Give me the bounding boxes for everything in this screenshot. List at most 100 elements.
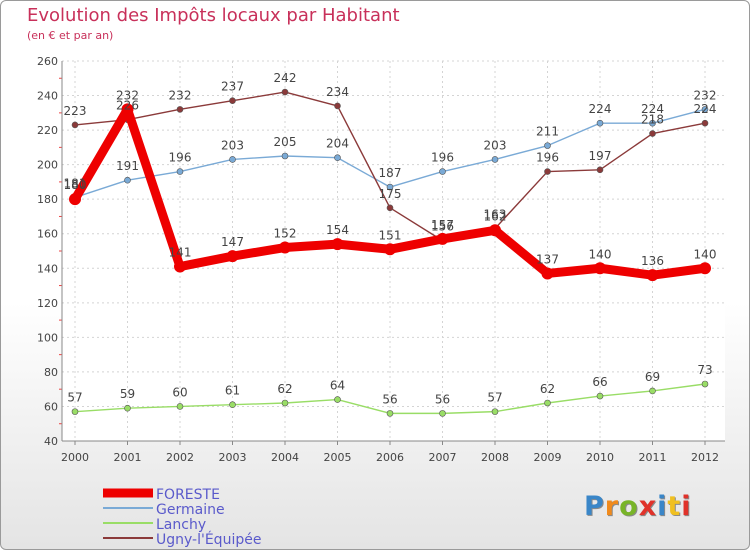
legend-label: Lanchy [156,517,206,533]
data-label: 224 [694,102,717,116]
data-point [279,241,291,254]
data-label: 175 [379,187,402,201]
y-tick-label: 160 [37,228,58,241]
data-label: 140 [589,247,612,261]
data-point [491,156,499,163]
data-label: 211 [536,125,559,139]
x-tick-label: 2010 [586,451,614,464]
data-point [541,267,554,280]
data-point [331,238,344,251]
data-point [439,168,446,175]
data-label: 73 [697,363,712,377]
data-point [69,193,81,206]
data-label: 66 [592,375,607,389]
data-point [71,408,79,415]
data-label: 61 [225,384,240,398]
data-label: 62 [277,382,292,396]
data-label: 140 [694,247,717,261]
y-tick-label: 60 [44,400,58,413]
x-tick-label: 2007 [429,451,457,464]
data-label: 232 [694,88,717,102]
data-label: 203 [221,138,244,152]
logo-letter: x [638,491,658,522]
data-point [121,103,134,116]
data-label: 56 [382,392,397,406]
x-tick-label: 2003 [219,451,247,464]
data-point [71,121,79,129]
data-label: 223 [64,104,87,118]
data-label: 56 [435,392,450,406]
logo-letter: o [619,491,639,522]
data-label: 137 [536,252,559,266]
data-label: 69 [645,370,660,384]
data-point [701,380,709,388]
data-point [226,250,239,263]
data-label: 151 [379,228,402,242]
data-point [649,130,656,137]
data-label: 60 [172,385,187,399]
data-point [646,269,659,282]
data-label: 180 [64,178,87,192]
chart-title: Evolution des Impôts locaux par Habitant [27,5,400,26]
data-point [176,106,184,113]
x-tick-label: 2011 [639,451,667,464]
x-tick-label: 2006 [376,451,404,464]
data-point [281,399,289,407]
logo-letter: t [667,491,682,522]
x-tick-label: 2001 [114,451,142,464]
data-point [596,392,604,400]
data-label: 163 [484,208,507,222]
logo-letter: i [681,491,692,522]
data-point [699,262,711,275]
data-label: 204 [326,137,349,151]
data-label: 196 [536,151,559,165]
y-tick-label: 140 [37,262,58,275]
y-tick-label: 200 [37,159,58,172]
data-label: 232 [169,88,192,102]
data-point [386,183,394,191]
data-point [384,243,396,256]
y-tick-label: 240 [37,90,58,103]
data-point [544,168,551,175]
data-point [176,168,184,175]
logo-letter: P [584,491,605,522]
data-point [386,410,394,417]
data-label: 157 [431,218,454,232]
data-label: 181 [64,176,87,190]
logo-letter: i [657,491,668,522]
data-label: 234 [326,85,349,99]
data-label: 218 [641,113,664,127]
data-label: 191 [116,159,139,173]
data-point [594,262,606,275]
y-tick-label: 220 [37,124,58,137]
data-point [701,106,709,113]
y-tick-label: 80 [44,366,58,379]
data-point [229,401,236,409]
x-tick-label: 2002 [166,451,194,464]
data-label: 232 [116,88,139,102]
x-tick-label: 2000 [61,451,89,464]
data-label: 152 [274,227,297,241]
data-label: 141 [169,246,192,260]
axis-layer: 40 60 80 100 120 140 160 180 200 220 240 260 2000 200… [37,55,725,464]
data-point [386,204,394,212]
data-point [334,102,341,110]
data-point [334,154,341,162]
data-label: 154 [326,223,349,237]
data-point [544,142,551,149]
data-point [544,399,551,407]
data-label: 197 [589,149,612,163]
data-label: 226 [116,99,139,113]
data-label: 224 [589,102,612,116]
data-point [649,119,656,127]
data-label: 187 [379,166,402,180]
data-point [436,232,449,245]
data-point [174,260,186,273]
y-tick-label: 180 [37,193,58,206]
x-tick-label: 2009 [534,451,562,464]
data-point [649,387,656,395]
series-layer [69,88,711,417]
legend-label: Germaine [156,502,225,518]
